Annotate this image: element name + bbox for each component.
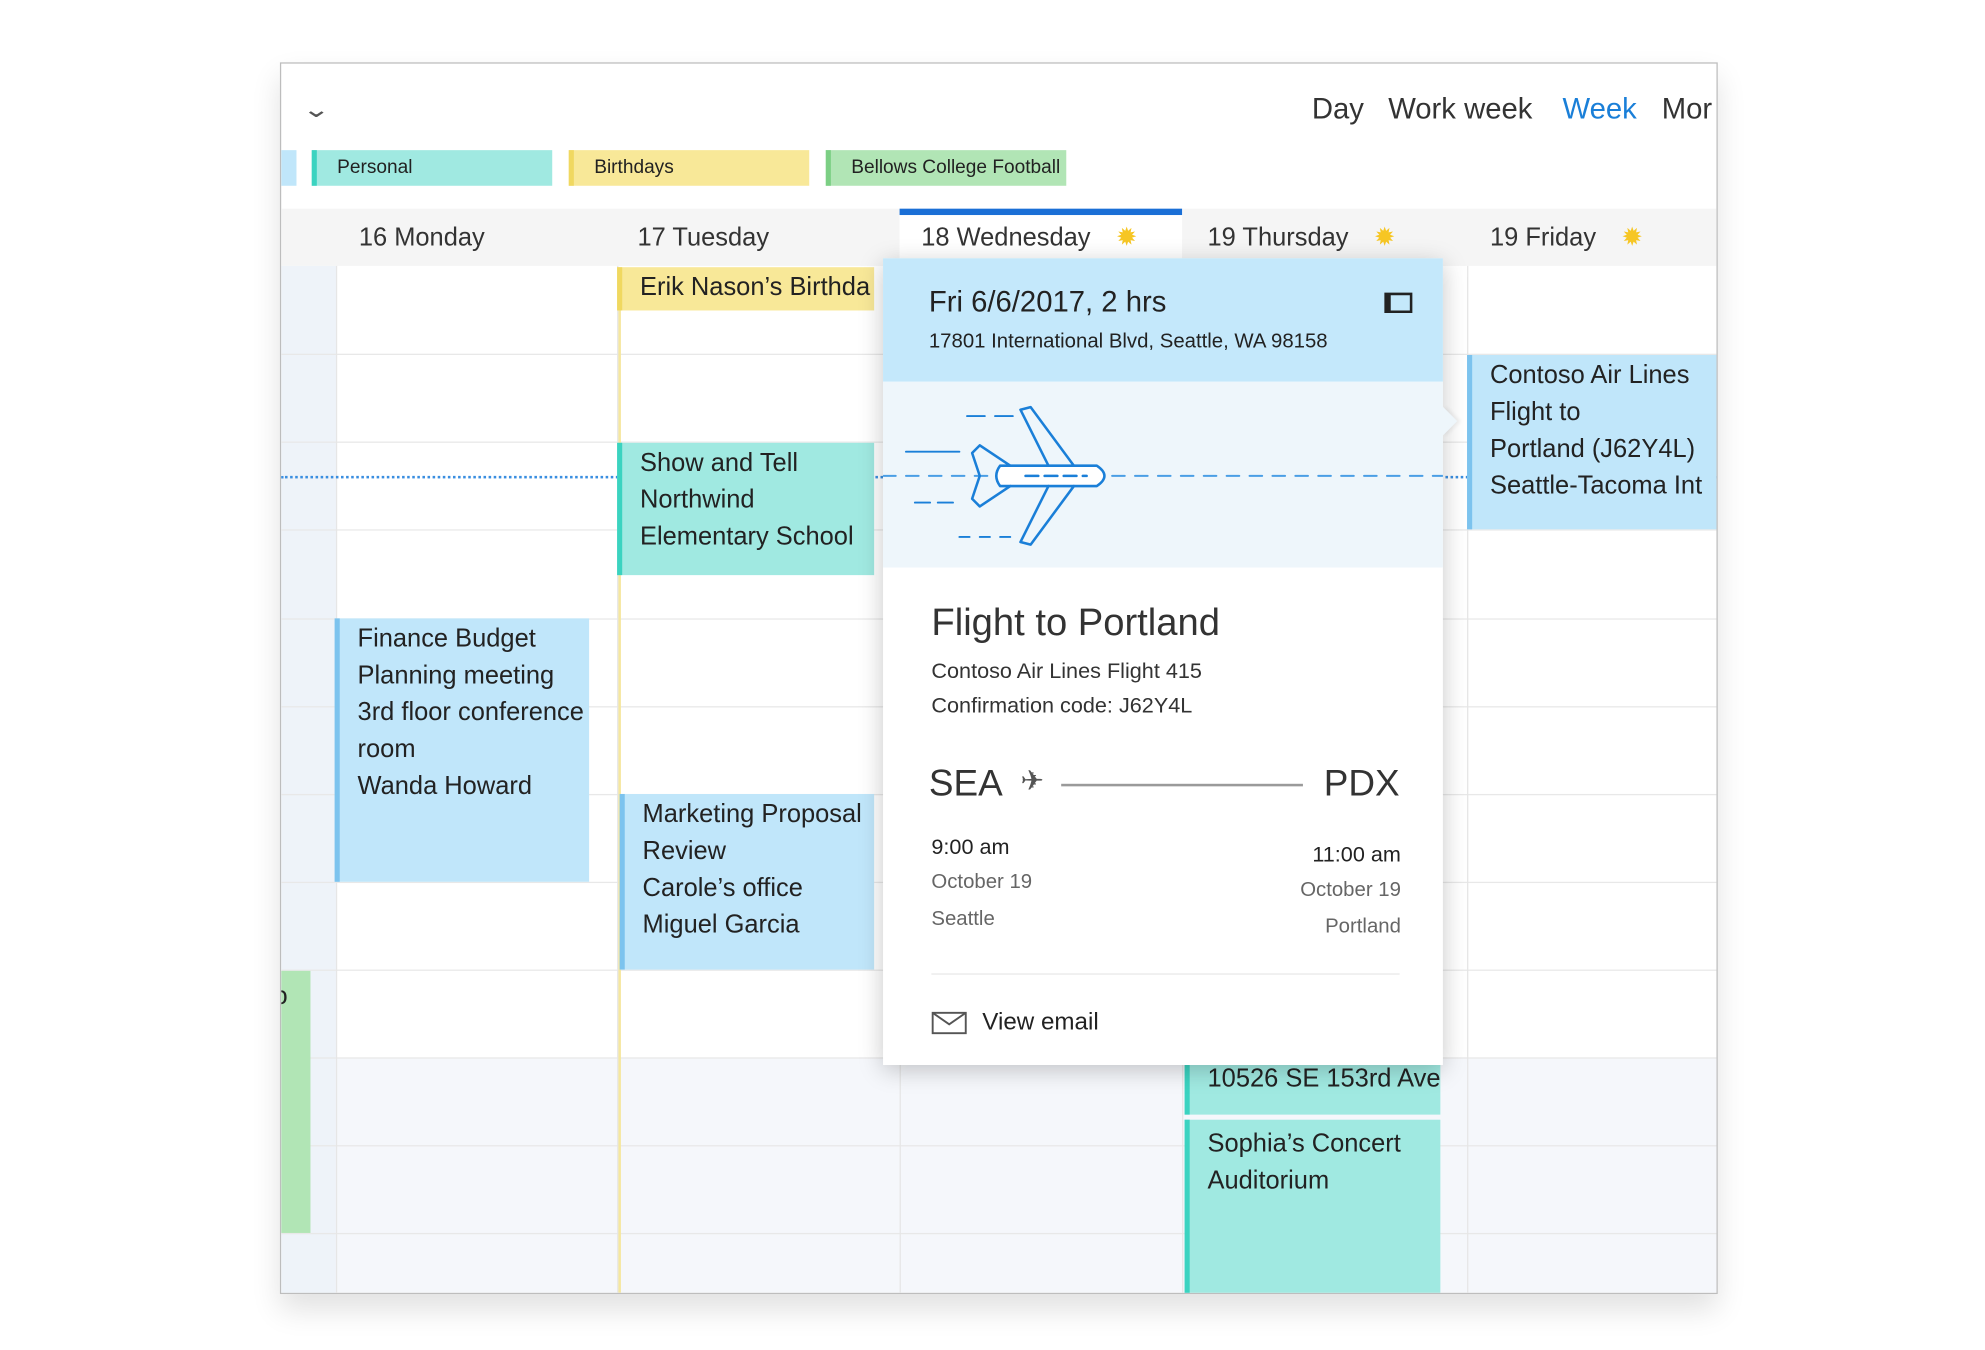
category-personal[interactable]: Personal: [311, 150, 553, 186]
event-location: room: [357, 735, 416, 764]
day-header-friday[interactable]: 19 Friday ✹: [1490, 209, 1643, 266]
depart-city: Seattle: [931, 908, 995, 931]
plane-banner: [883, 381, 1443, 568]
expand-window-icon[interactable]: [1384, 292, 1413, 314]
event-title: Portland (J62Y4L): [1489, 435, 1696, 464]
view-email-label: View email: [982, 1009, 1099, 1036]
popup-confirmation: Confirmation code: J62Y4L: [931, 693, 1193, 718]
day-header-wednesday[interactable]: 18 Wednesday ✹: [921, 209, 1137, 266]
event-title: Flight to: [1489, 398, 1581, 427]
origin-code: SEA: [928, 763, 1003, 805]
event-title: Marketing Proposal: [642, 800, 862, 829]
event-finance-budget[interactable]: Finance Budget Planning meeting 3rd floor …: [334, 618, 590, 882]
category-birthdays[interactable]: Birthdays: [568, 150, 810, 186]
view-work-week[interactable]: Work week: [1388, 91, 1533, 125]
sun-icon: ✹: [1115, 223, 1138, 252]
event-location: Northwind: [640, 486, 755, 515]
day-header-monday[interactable]: 16 Monday: [358, 223, 485, 252]
event-title: Erik Nason’s Birthda: [640, 273, 871, 302]
divider: [931, 973, 1400, 975]
event-location: 10526 SE 153rd Ave: [1207, 1064, 1441, 1093]
off-hours-region: [335, 1057, 1717, 1293]
flight-details-popup: Fri 6/6/2017, 2 hrs 17801 International …: [883, 258, 1458, 1065]
event-title: o: [281, 982, 288, 1010]
event-marketing-proposal[interactable]: Marketing Proposal Review Carole’s office M…: [619, 793, 875, 970]
event-birthday[interactable]: Erik Nason’s Birthda: [617, 267, 875, 311]
event-title: Sophia’s Concert: [1207, 1129, 1401, 1158]
day-label: 18 Wednesday: [921, 223, 1091, 252]
view-week[interactable]: Week: [1562, 91, 1637, 125]
view-day[interactable]: Day: [1311, 91, 1364, 125]
day-label: 19 Thursday: [1207, 223, 1349, 252]
event-title: Contoso Air Lines: [1489, 361, 1690, 390]
event-organizer: Wanda Howard: [357, 772, 533, 801]
day-label: 19 Friday: [1489, 223, 1597, 252]
event-sophias-concert[interactable]: Sophia’s Concert Auditorium: [1184, 1119, 1441, 1293]
route-line: [1061, 783, 1303, 787]
mail-icon: [931, 1011, 967, 1035]
view-email-link[interactable]: View email: [931, 1006, 1099, 1039]
arrive-date: October 19: [1300, 879, 1401, 901]
popup-when: Fri 6/6/2017, 2 hrs: [928, 285, 1167, 319]
destination-code: PDX: [1323, 763, 1400, 805]
category-bellows-football[interactable]: Bellows College Football: [825, 150, 1067, 186]
event-organizer: Miguel Garcia: [642, 911, 800, 940]
event-location: Auditorium: [1207, 1166, 1330, 1195]
day-header-thursday[interactable]: 19 Thursday ✹: [1208, 209, 1396, 266]
today-indicator: [899, 208, 1183, 266]
event-location: Elementary School: [640, 522, 854, 551]
event-location: Carole’s office: [642, 874, 803, 903]
popup-flight: Contoso Air Lines Flight 415: [931, 659, 1202, 684]
event-title: Finance Budget: [357, 624, 536, 653]
view-month[interactable]: Mor: [1661, 91, 1713, 125]
popup-address: 17801 International Blvd, Seattle, WA 98…: [928, 330, 1328, 353]
airplane-illustration-icon: [883, 405, 1443, 546]
arrive-city: Portland: [1325, 916, 1401, 938]
category-chip-clipped[interactable]: [281, 150, 297, 186]
event-location: Seattle-Tacoma Int: [1489, 472, 1703, 501]
event-title: Show and Tell: [640, 449, 799, 478]
event-thursday-hidden[interactable]: 10526 SE 153rd Ave: [1184, 1030, 1441, 1115]
event-title: Planning meeting: [357, 661, 555, 690]
event-title: Review: [642, 837, 727, 866]
event-location: 3rd floor conference: [357, 698, 584, 727]
depart-date: October 19: [931, 871, 1033, 894]
arrive-time: 11:00 am: [1312, 842, 1401, 867]
sun-icon: ✹: [1373, 223, 1396, 252]
event-show-and-tell[interactable]: Show and Tell Northwind Elementary School: [617, 442, 875, 576]
popup-header: Fri 6/6/2017, 2 hrs 17801 International …: [883, 258, 1443, 382]
collapse-chevron-icon[interactable]: ⌄: [301, 96, 331, 123]
popup-title: Flight to Portland: [931, 601, 1220, 644]
depart-time: 9:00 am: [931, 834, 1010, 859]
event-football-clipped[interactable]: o: [281, 970, 311, 1233]
event-contoso-flight[interactable]: Contoso Air Lines Flight to Portland (J62Y…: [1467, 354, 1717, 530]
plane-icon: ✈: [1020, 764, 1044, 797]
sun-icon: ✹: [1621, 223, 1643, 252]
day-header-tuesday[interactable]: 17 Tuesday: [637, 223, 770, 252]
